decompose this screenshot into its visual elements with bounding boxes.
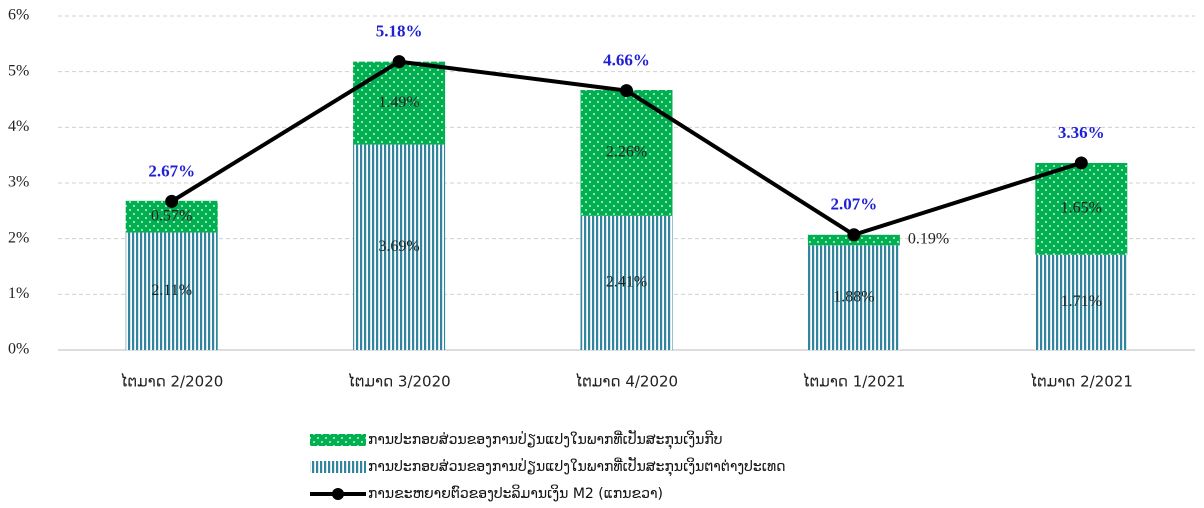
legend-label: ການປະກອບສ່ວນຂອງການປ່ຽນແປງໃນພາກທີ່ເປັນສະກ… (368, 430, 722, 449)
data-label: 1.65% (1061, 200, 1102, 217)
bar-segment (353, 61, 446, 145)
bar-segment (1035, 162, 1128, 255)
data-label: 1.88% (833, 288, 874, 305)
bar-segment (1035, 254, 1128, 350)
y-tick-label: 0% (8, 341, 29, 358)
data-label: 0.57% (151, 207, 192, 224)
data-label: 0.19% (908, 231, 949, 248)
data-label: 4.66% (603, 50, 650, 69)
data-label: 2.11% (151, 282, 192, 299)
line-point (165, 194, 179, 208)
legend-swatch (332, 488, 344, 500)
line-point (620, 84, 633, 98)
bar-segment (125, 232, 218, 350)
y-tick-label: 4% (8, 118, 29, 135)
y-tick-label: 6% (8, 7, 29, 24)
line-point (847, 228, 861, 242)
data-label: 5.18% (376, 22, 423, 41)
data-label: 2.67% (148, 161, 195, 180)
line-point (392, 55, 406, 69)
data-label: 3.36% (1058, 123, 1105, 142)
y-tick-label: 3% (8, 174, 29, 191)
x-tick-label: ໄຕມາດ 2/2020 (120, 372, 223, 391)
x-tick-label: ໄຕມາດ 4/2020 (575, 372, 678, 391)
data-label: 3.69% (378, 238, 419, 255)
x-tick-label: ໄຕມາດ 1/2021 (802, 372, 905, 391)
x-tick-label: ໄຕມາດ 3/2020 (348, 372, 451, 391)
x-tick-label: ໄຕມາດ 2/2021 (1030, 372, 1133, 391)
y-tick-label: 1% (8, 285, 29, 302)
data-label: 2.26% (606, 144, 647, 161)
y-tick-label: 2% (8, 229, 29, 246)
line-point (1074, 156, 1088, 170)
bar-segment (353, 144, 446, 350)
bar-segment (580, 215, 673, 350)
legend-label: ການປະກອບສ່ວນຂອງການປ່ຽນແປງໃນພາກທີ່ເປັນສະກ… (368, 457, 786, 476)
legend-swatch (310, 434, 366, 446)
data-label: 2.07% (831, 195, 878, 214)
y-tick-label: 5% (8, 62, 29, 79)
data-label: 1.71% (1061, 293, 1102, 310)
data-label: 2.41% (606, 274, 647, 291)
legend-label: ການຂະຫຍາຍຕົວຂອງປະລິມານເງິນ M2 (ແກນຂວາ) (368, 484, 663, 502)
legend-swatch (310, 461, 366, 473)
data-label: 1.49% (378, 94, 419, 111)
bar-segment (807, 245, 900, 350)
